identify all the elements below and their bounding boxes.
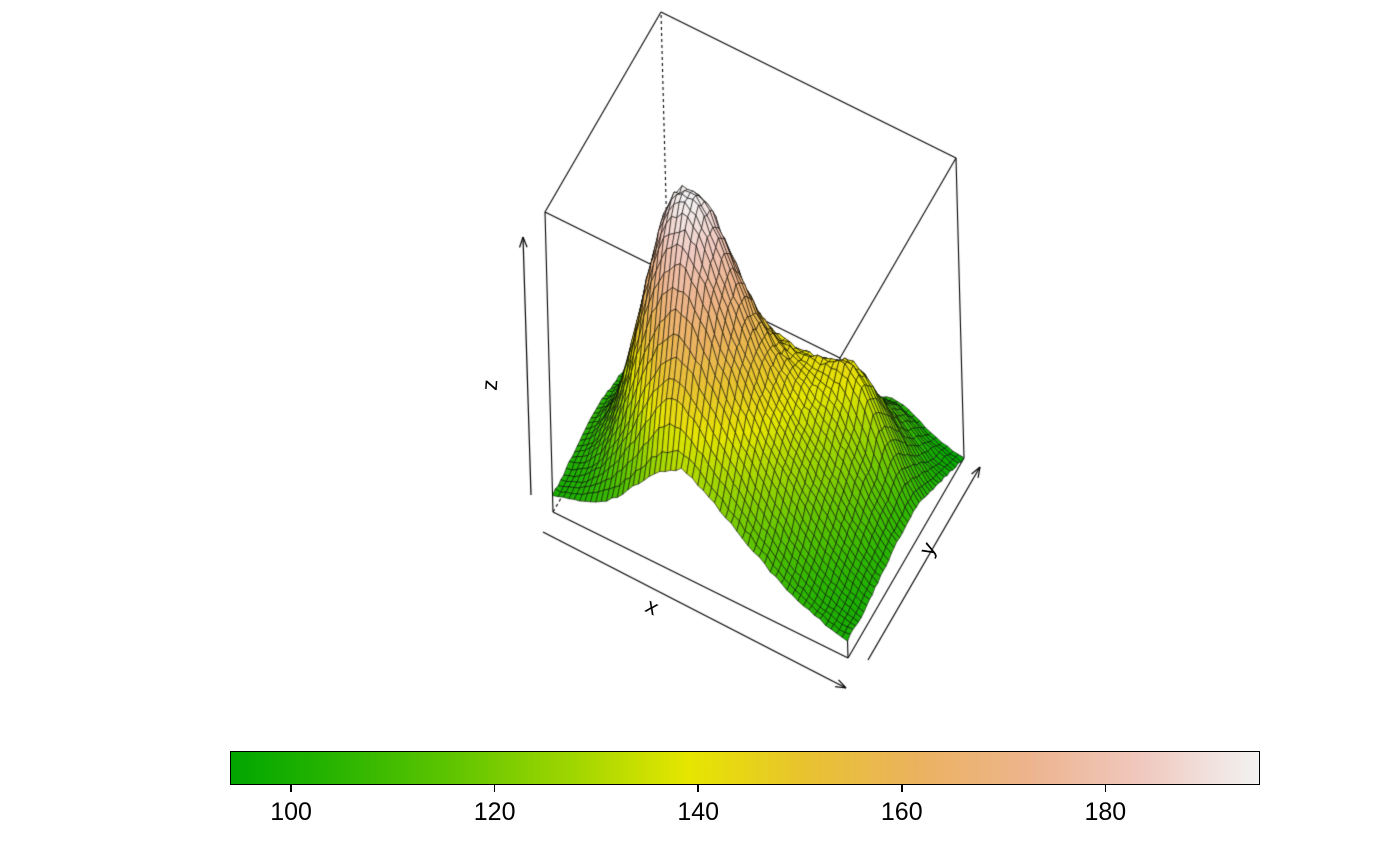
z-axis-label: z [476,378,503,392]
colorbar-tick [1104,784,1107,792]
colorbar-tick-label: 140 [677,798,720,826]
colorbar [230,751,1260,785]
colorbar-tick-label: 160 [880,798,923,826]
colorbar-tick [697,784,699,792]
colorbar-tick [493,784,496,792]
colorbar-tick [290,784,292,792]
colorbar-tick-label: 100 [270,798,312,826]
surface-3d-canvas [0,0,1400,720]
colorbar-gradient [231,752,1259,784]
colorbar-tick [901,784,903,792]
colorbar-tick-label: 120 [473,798,516,826]
colorbar-tick-label: 180 [1084,798,1127,826]
